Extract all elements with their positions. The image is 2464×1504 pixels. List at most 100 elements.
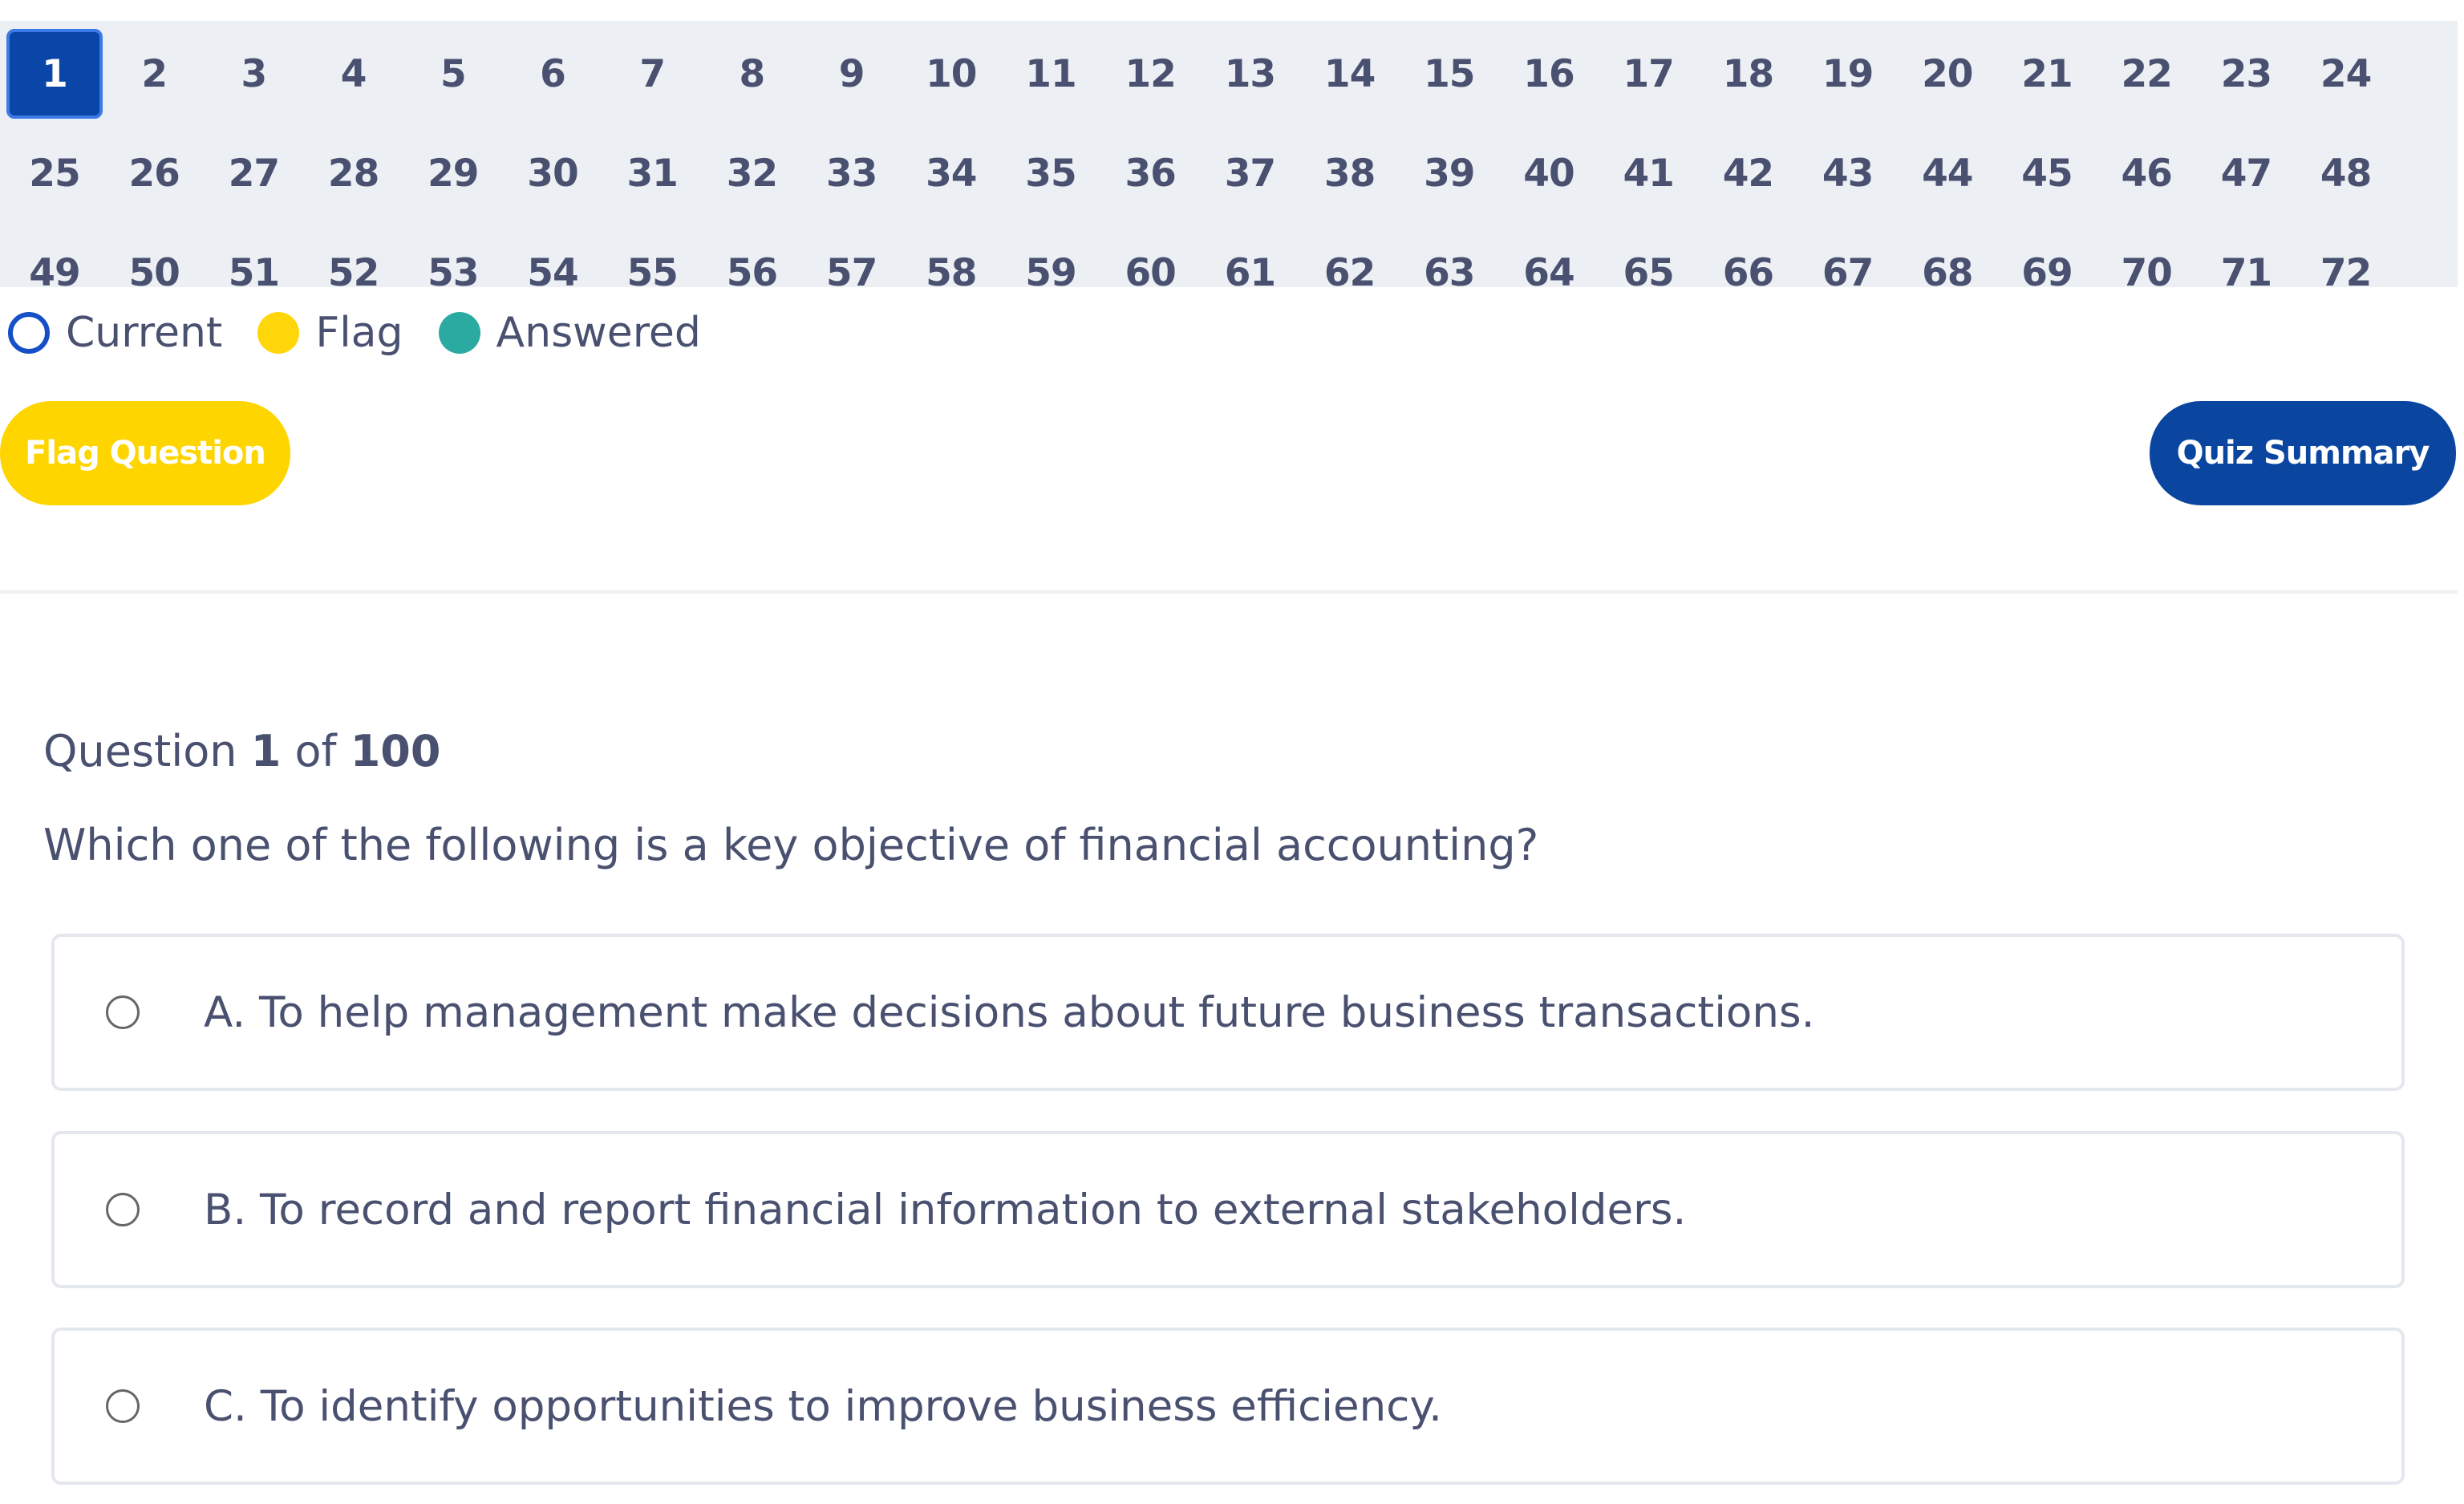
question-number-button[interactable]: 52 (327, 250, 379, 288)
flag-dot-icon (257, 312, 300, 354)
question-number-button[interactable]: 49 (29, 250, 80, 288)
current-circle-icon (8, 312, 50, 354)
question-number-button[interactable]: 44 (1922, 151, 1973, 196)
question-number-button[interactable]: 57 (825, 250, 877, 288)
question-number-button[interactable]: 25 (29, 151, 80, 196)
question-number-button[interactable]: 54 (527, 250, 578, 288)
question-number-button[interactable]: 15 (1424, 51, 1475, 96)
question-number-button[interactable]: 70 (2121, 250, 2172, 288)
question-number-button[interactable]: 19 (1822, 51, 1874, 96)
answer-option-label: C. To identify opportunities to improve … (204, 1381, 1443, 1431)
question-number-button[interactable]: 12 (1125, 51, 1176, 96)
question-number-button[interactable]: 40 (1523, 151, 1574, 196)
flag-question-button[interactable]: Flag Question (0, 401, 290, 505)
question-number-button[interactable]: 20 (1922, 51, 1973, 96)
question-number-button[interactable]: 39 (1424, 151, 1475, 196)
question-number-button[interactable]: 21 (2021, 51, 2073, 96)
legend-flag-label: Flag (315, 309, 403, 357)
question-number-button[interactable]: 67 (1822, 250, 1874, 288)
question-number-button[interactable]: 55 (626, 250, 678, 288)
legend-flag: Flag (257, 309, 403, 357)
question-number-button[interactable]: 17 (1623, 51, 1674, 96)
question-number-button[interactable]: 66 (1722, 250, 1774, 288)
answer-option-a[interactable]: A. To help management make decisions abo… (51, 934, 2405, 1091)
question-number-button[interactable]: 1 (6, 29, 103, 119)
question-number-button[interactable]: 5 (440, 51, 467, 96)
question-number-button[interactable]: 10 (926, 51, 977, 96)
question-number-button[interactable]: 37 (1224, 151, 1276, 196)
question-counter-prefix: Question (43, 726, 237, 776)
question-number-button[interactable]: 58 (926, 250, 977, 288)
question-number-button[interactable]: 69 (2021, 250, 2073, 288)
question-counter: Question 1 of 100 (43, 726, 440, 776)
question-number-button[interactable]: 42 (1722, 151, 1774, 196)
question-number-button[interactable]: 14 (1323, 51, 1376, 96)
question-number-button[interactable]: 71 (2220, 250, 2272, 288)
question-total: 100 (350, 726, 441, 776)
question-number-button[interactable]: 50 (128, 250, 180, 288)
question-counter-of: of (294, 726, 337, 776)
question-number-button[interactable]: 18 (1722, 51, 1774, 96)
question-number-button[interactable]: 46 (2121, 151, 2172, 196)
question-number-button[interactable]: 41 (1623, 151, 1674, 196)
question-number-button[interactable]: 51 (228, 250, 280, 288)
question-number-button[interactable]: 68 (1922, 250, 1973, 288)
status-legend: Current Flag Answered (8, 305, 736, 361)
question-number-button[interactable]: 7 (639, 51, 666, 96)
question-text: Which one of the following is a key obje… (43, 820, 1539, 870)
question-number-button[interactable]: 29 (428, 151, 479, 196)
answer-option-c[interactable]: C. To identify opportunities to improve … (51, 1328, 2405, 1485)
question-number-button[interactable]: 16 (1523, 51, 1574, 96)
question-number-button[interactable]: 13 (1224, 51, 1276, 96)
quiz-summary-button[interactable]: Quiz Summary (2150, 401, 2456, 505)
legend-current-label: Current (66, 309, 223, 357)
question-number-button[interactable]: 8 (739, 51, 766, 96)
question-number-button[interactable]: 30 (527, 151, 578, 196)
question-number-button[interactable]: 3 (241, 51, 268, 96)
question-number-button[interactable]: 33 (825, 151, 877, 196)
question-number-button[interactable]: 23 (2220, 51, 2272, 96)
question-number-button[interactable]: 36 (1125, 151, 1176, 196)
radio-button-icon[interactable] (106, 1193, 140, 1226)
question-number-button[interactable]: 59 (1025, 250, 1076, 288)
radio-button-icon[interactable] (106, 1389, 140, 1423)
question-number-button[interactable]: 31 (626, 151, 678, 196)
question-number-button[interactable]: 32 (726, 151, 778, 196)
question-number-button[interactable]: 6 (540, 51, 566, 96)
question-number-button[interactable]: 53 (428, 250, 479, 288)
answer-option-b[interactable]: B. To record and report financial inform… (51, 1131, 2405, 1288)
question-number-button[interactable]: 11 (1025, 51, 1076, 96)
question-number-button[interactable]: 48 (2320, 151, 2372, 196)
question-number-button[interactable]: 61 (1224, 250, 1276, 288)
question-number-button[interactable]: 35 (1025, 151, 1076, 196)
question-number-button[interactable]: 45 (2021, 151, 2073, 196)
question-number-button[interactable]: 38 (1323, 151, 1376, 196)
legend-answered: Answered (438, 309, 701, 357)
question-number-button[interactable]: 63 (1424, 250, 1475, 288)
question-number-button[interactable]: 27 (228, 151, 280, 196)
answer-option-label: A. To help management make decisions abo… (204, 987, 1815, 1037)
divider (0, 590, 2458, 594)
question-number-button[interactable]: 64 (1523, 250, 1574, 288)
answered-dot-icon (438, 312, 480, 354)
question-number-button[interactable]: 22 (2121, 51, 2172, 96)
question-number-button[interactable]: 65 (1623, 250, 1674, 288)
legend-current: Current (8, 309, 222, 357)
question-number-button[interactable]: 9 (838, 51, 865, 96)
question-number-button[interactable]: 34 (926, 151, 977, 196)
question-number-button[interactable]: 56 (726, 250, 778, 288)
question-number-button[interactable]: 62 (1323, 250, 1376, 288)
question-number-button[interactable]: 47 (2220, 151, 2272, 196)
question-number-button[interactable]: 43 (1822, 151, 1874, 196)
question-number-button[interactable]: 26 (128, 151, 180, 196)
question-number-button[interactable]: 60 (1125, 250, 1176, 288)
question-current-number: 1 (250, 726, 282, 776)
question-number-button[interactable]: 72 (2320, 250, 2372, 288)
question-number-button[interactable]: 4 (340, 51, 367, 96)
question-number-button[interactable]: 28 (327, 151, 379, 196)
question-number-button[interactable]: 2 (141, 51, 168, 96)
question-navigator: 1 2 3 4 5 6 7 8 9 10 11 12 13 14 15 16 17 18 19 20 21 22 23 24 2… (0, 21, 2458, 287)
answer-option-label: B. To record and report financial inform… (204, 1185, 1687, 1234)
radio-button-icon[interactable] (106, 995, 140, 1029)
question-number-button[interactable]: 24 (2320, 51, 2372, 96)
